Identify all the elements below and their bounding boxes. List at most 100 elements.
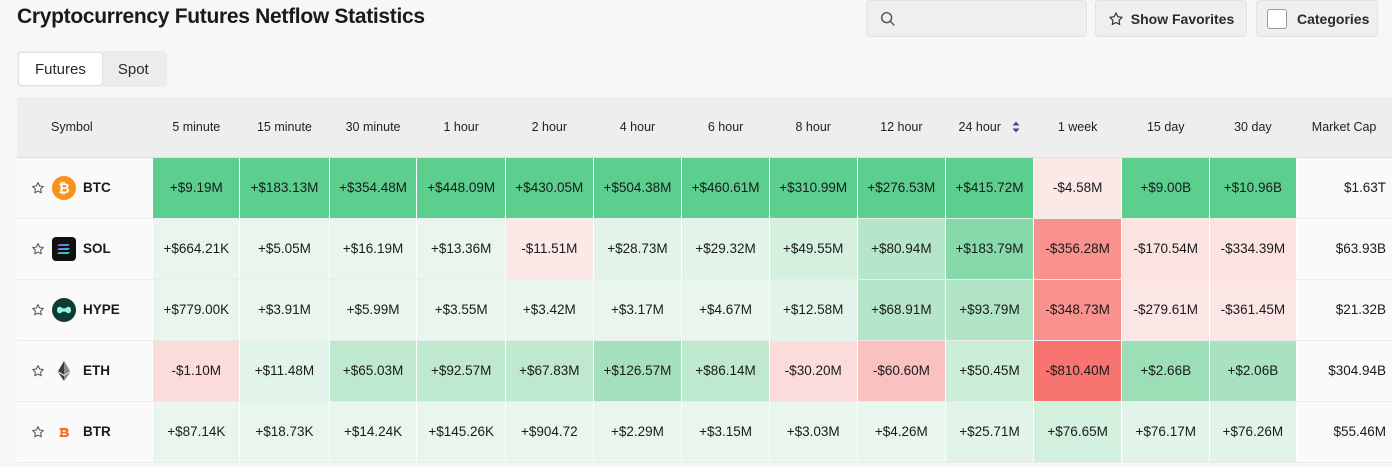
- favorite-star-icon[interactable]: [31, 425, 45, 439]
- netflow-cell: +$10.96B: [1209, 156, 1297, 219]
- svg-text:₿: ₿: [58, 180, 69, 196]
- tab-spot[interactable]: Spot: [117, 60, 149, 78]
- favorite-star-icon[interactable]: [31, 364, 45, 378]
- column-header-30-minute[interactable]: 30 minute: [329, 97, 417, 158]
- tab-futures[interactable]: Futures: [19, 53, 102, 85]
- netflow-cell: +$29.32M: [681, 217, 770, 280]
- eth-icon: [52, 359, 76, 383]
- btr-icon: [52, 420, 76, 444]
- netflow-cell: -$361.45M: [1209, 278, 1297, 341]
- netflow-cell: +$3.17M: [592, 278, 683, 341]
- column-header-1-week[interactable]: 1 week: [1033, 97, 1122, 158]
- column-header-4-hour[interactable]: 4 hour: [593, 97, 682, 158]
- market-cap-cell: $304.94B: [1295, 339, 1392, 402]
- coin-symbol: SOL: [83, 241, 111, 256]
- column-header-15-day[interactable]: 15 day: [1121, 97, 1210, 158]
- netflow-cell: -$60.60M: [856, 339, 947, 402]
- netflow-cell: +$86.14M: [681, 339, 770, 402]
- netflow-cell: +$4.26M: [856, 400, 947, 463]
- netflow-cell: +$4.67M: [681, 278, 770, 341]
- netflow-cell: +$25.71M: [945, 400, 1034, 463]
- market-cap-cell: $55.46M: [1295, 400, 1392, 463]
- column-header-30-day[interactable]: 30 day: [1209, 97, 1297, 158]
- table-row[interactable]: ₿ BTC +$9.19M +$183.13M +$354.48M +$448.…: [17, 156, 1392, 219]
- search-input[interactable]: [867, 1, 1086, 36]
- favorite-star-icon[interactable]: [31, 242, 45, 256]
- netflow-cell: +$2.06B: [1209, 339, 1297, 402]
- netflow-cell: +$14.24K: [328, 400, 418, 463]
- table-row[interactable]: BTR +$87.14K +$18.73K +$14.24K +$145.26K…: [17, 400, 1392, 463]
- show-favorites-label: Show Favorites: [1130, 10, 1235, 27]
- search-icon: [880, 11, 895, 26]
- sol-icon: [52, 236, 76, 261]
- netflow-cell: +$50.45M: [945, 339, 1034, 402]
- table-row[interactable]: ETH -$1.10M +$11.48M +$65.03M +$92.57M +…: [17, 339, 1392, 402]
- symbol-cell: SOL: [17, 217, 154, 280]
- netflow-cell: +$460.61M: [681, 156, 770, 219]
- netflow-cell: +$49.55M: [768, 217, 858, 280]
- netflow-cell: -$30.20M: [768, 339, 858, 402]
- netflow-cell: +$12.58M: [768, 278, 858, 341]
- netflow-table: Symbol 5 minute 15 minute 30 minute 1 ho…: [17, 97, 1392, 463]
- favorite-star-icon[interactable]: [31, 303, 45, 317]
- netflow-cell: -$810.40M: [1032, 339, 1123, 402]
- categories-checkbox[interactable]: [1267, 8, 1287, 29]
- column-header-1-hour[interactable]: 1 hour: [416, 97, 506, 158]
- netflow-cell: +$276.53M: [856, 156, 947, 219]
- table-row[interactable]: HYPE +$779.00K +$3.91M +$5.99M +$3.55M +…: [17, 278, 1392, 341]
- netflow-cell: -$356.28M: [1032, 217, 1123, 280]
- symbol-cell: BTR: [17, 400, 154, 463]
- search-box[interactable]: [866, 0, 1087, 37]
- netflow-cell: +$415.72M: [945, 156, 1034, 219]
- netflow-cell: +$9.00B: [1121, 156, 1211, 219]
- netflow-cell: +$904.72: [505, 400, 594, 463]
- netflow-cell: +$183.79M: [945, 217, 1034, 280]
- show-favorites-button[interactable]: Show Favorites: [1095, 0, 1247, 37]
- netflow-cell: +$504.38M: [592, 156, 683, 219]
- column-header-5-minute[interactable]: 5 minute: [152, 97, 240, 158]
- column-header-24-hour[interactable]: 24 hour: [945, 97, 1034, 158]
- netflow-cell: +$3.03M: [768, 400, 858, 463]
- page-title: Cryptocurrency Futures Netflow Statistic…: [17, 5, 425, 28]
- netflow-cell: -$334.39M: [1209, 217, 1297, 280]
- netflow-cell: +$3.55M: [416, 278, 507, 341]
- symbol-cell: ETH: [17, 339, 154, 402]
- netflow-cell: +$3.42M: [505, 278, 594, 341]
- favorite-star-icon[interactable]: [31, 181, 45, 195]
- column-header-12-hour[interactable]: 12 hour: [857, 97, 946, 158]
- column-header-8-hour[interactable]: 8 hour: [769, 97, 858, 158]
- netflow-cell: +$448.09M: [416, 156, 507, 219]
- netflow-cell: +$9.19M: [152, 156, 241, 219]
- column-header-6-hour[interactable]: 6 hour: [681, 97, 770, 158]
- coin-symbol: HYPE: [83, 302, 120, 317]
- symbol-cell: ₿ BTC: [17, 156, 154, 219]
- netflow-cell: +$126.57M: [592, 339, 683, 402]
- star-icon: [1109, 11, 1123, 25]
- netflow-cell: +$76.17M: [1121, 400, 1211, 463]
- column-header-market-cap[interactable]: Market Cap: [1296, 97, 1392, 158]
- symbol-cell: HYPE: [17, 278, 154, 341]
- coin-symbol: ETH: [83, 363, 110, 378]
- netflow-cell: +$183.13M: [239, 156, 330, 219]
- netflow-cell: +$13.36M: [416, 217, 507, 280]
- hype-icon: [52, 297, 76, 322]
- sort-icon[interactable]: [1012, 121, 1020, 133]
- netflow-cell: -$170.54M: [1121, 217, 1211, 280]
- column-header-symbol[interactable]: Symbol: [17, 97, 153, 158]
- column-header-24-hour-label: 24 hour: [958, 119, 1001, 134]
- netflow-cell: +$68.91M: [856, 278, 947, 341]
- categories-button[interactable]: Categories: [1256, 0, 1378, 37]
- market-cap-cell: $1.63T: [1295, 156, 1392, 219]
- netflow-cell: +$145.26K: [416, 400, 507, 463]
- table-row[interactable]: SOL +$664.21K +$5.05M +$16.19M +$13.36M …: [17, 217, 1392, 280]
- netflow-cell: +$664.21K: [152, 217, 241, 280]
- netflow-cell: +$87.14K: [152, 400, 241, 463]
- netflow-cell: +$5.05M: [239, 217, 330, 280]
- coin-symbol: BTC: [83, 180, 111, 195]
- netflow-cell: -$348.73M: [1032, 278, 1123, 341]
- netflow-cell: +$2.29M: [592, 400, 683, 463]
- netflow-cell: +$354.48M: [328, 156, 418, 219]
- netflow-cell: +$3.15M: [681, 400, 770, 463]
- column-header-15-minute[interactable]: 15 minute: [239, 97, 330, 158]
- column-header-2-hour[interactable]: 2 hour: [505, 97, 594, 158]
